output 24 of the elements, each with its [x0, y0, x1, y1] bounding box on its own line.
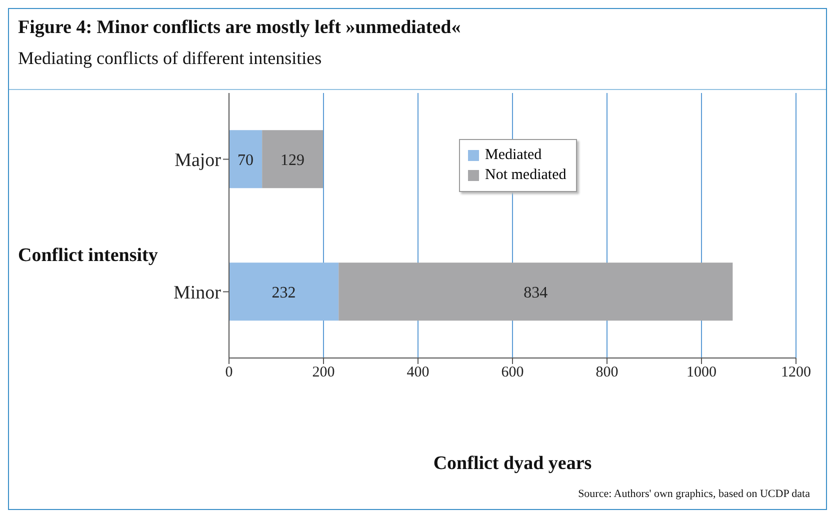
data-label: 70: [238, 152, 254, 169]
y-axis-title: Conflict intensity: [18, 245, 158, 267]
x-tick-label: 800: [596, 364, 618, 381]
data-label: 834: [524, 284, 548, 302]
data-label: 129: [280, 152, 305, 169]
chart-subtitle: Mediating conflicts of different intensities: [18, 48, 322, 69]
y-tick-label: Minor: [174, 282, 222, 304]
bar: [229, 262, 339, 321]
x-tick-label: 1000: [686, 364, 716, 381]
bar: [262, 130, 324, 188]
bar: [338, 262, 733, 321]
bar: [229, 130, 262, 188]
x-tick-label: 0: [225, 364, 233, 381]
x-tick-label: 400: [406, 364, 430, 381]
data-label: 232: [272, 284, 296, 302]
source-note: Source: Authors' own graphics, based on UCDP data: [578, 488, 810, 500]
legend-label: Not mediated: [485, 167, 566, 184]
x-tick-label: 600: [501, 364, 524, 381]
y-tick-label: Major: [174, 150, 222, 171]
x-axis-title: Conflict dyad years: [432, 453, 593, 475]
x-tick-label: 200: [312, 364, 335, 381]
chart-title: Figure 4: Minor conflicts are mostly left »unmediated«: [18, 17, 461, 39]
x-tick-label: 1200: [781, 364, 811, 381]
legend-label: Mediated: [485, 147, 542, 164]
